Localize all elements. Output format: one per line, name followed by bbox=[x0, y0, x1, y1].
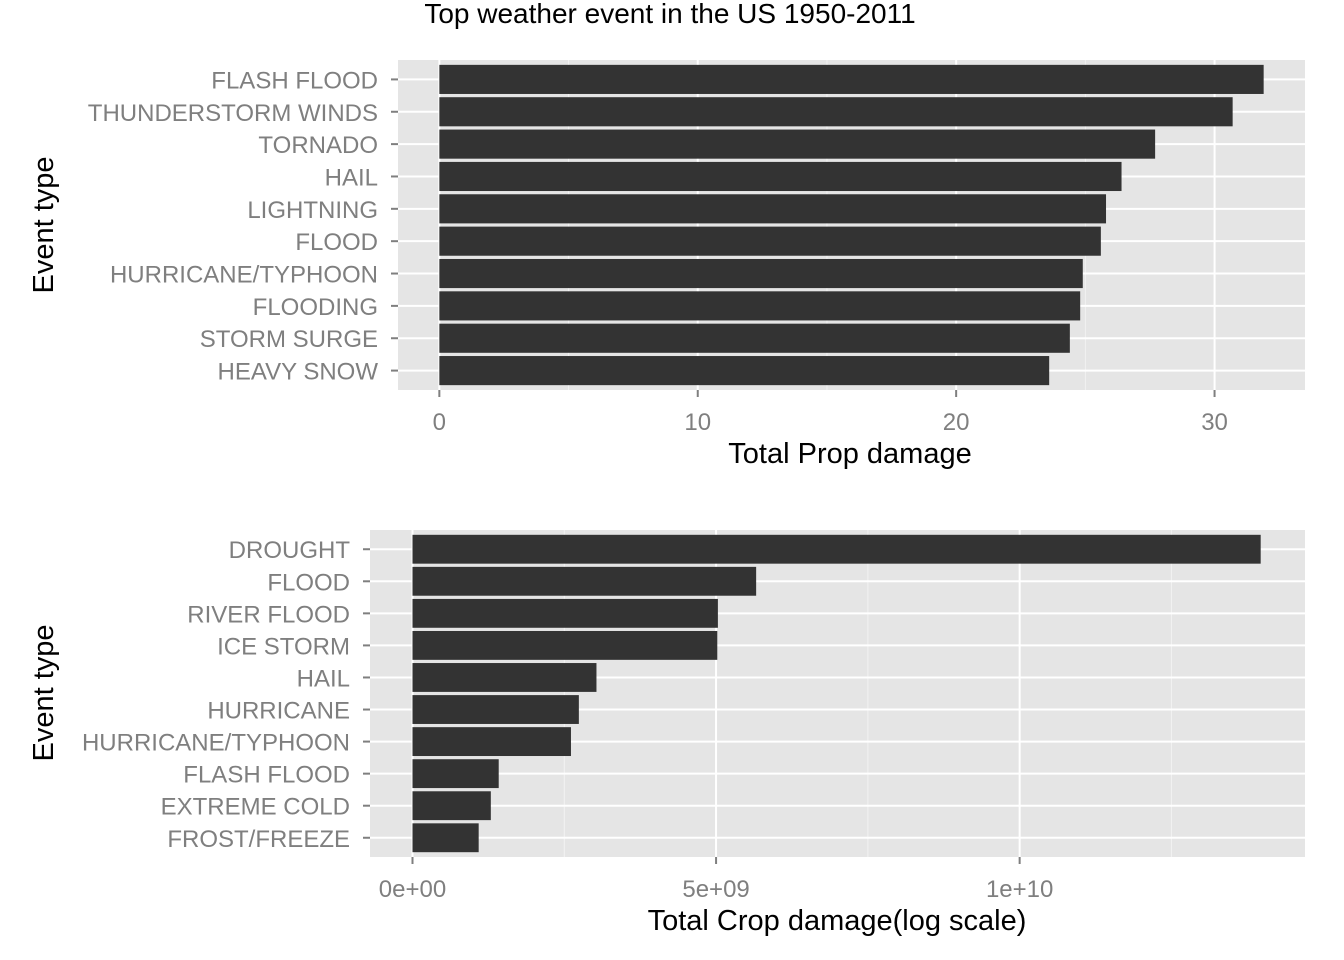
y-tick-label: HURRICANE/TYPHOON bbox=[110, 262, 378, 289]
y-tick-label: HURRICANE bbox=[207, 698, 350, 725]
chart-title: Top weather event in the US 1950-2011 bbox=[424, 0, 915, 29]
y-tick-label: HURRICANE/TYPHOON bbox=[82, 730, 350, 757]
bar bbox=[439, 356, 1050, 386]
y-tick-label: HAIL bbox=[297, 665, 350, 692]
y-tick-label: LIGHTNING bbox=[247, 197, 378, 224]
crop-damage-bars bbox=[412, 534, 1261, 853]
prop-damage-x-axis: 0 10 20 30 bbox=[433, 390, 1228, 436]
x-tick-label: 0e+00 bbox=[379, 876, 446, 903]
crop-damage-x-axis: 0e+00 5e+09 1e+10 bbox=[379, 857, 1053, 903]
y-tick-label: FLOOD bbox=[295, 229, 378, 256]
bar bbox=[412, 534, 1261, 564]
crop-damage-chart: DROUGHT FLOOD RIVER FLOOD ICE STORM HAIL HURR… bbox=[28, 530, 1305, 937]
y-tick-label: FLASH FLOOD bbox=[211, 67, 378, 94]
prop-damage-chart: FLASH FLOOD THUNDERSTORM WINDS TORNADO HAIL… bbox=[28, 60, 1305, 470]
y-tick-label: ICE STORM bbox=[217, 633, 350, 660]
bar bbox=[439, 258, 1083, 289]
y-tick-label: EXTREME COLD bbox=[161, 794, 350, 821]
y-tick-label: THUNDERSTORM WINDS bbox=[88, 100, 378, 127]
y-tick-label: FLASH FLOOD bbox=[183, 762, 350, 789]
y-tick-label: HEAVY SNOW bbox=[218, 359, 379, 386]
bar bbox=[439, 194, 1107, 224]
x-tick-label: 20 bbox=[943, 409, 970, 436]
x-tick-label: 1e+10 bbox=[986, 876, 1053, 903]
bar bbox=[412, 630, 718, 660]
y-tick-label: FROST/FREEZE bbox=[167, 826, 350, 853]
y-tick-label: TORNADO bbox=[258, 132, 378, 159]
bar bbox=[439, 323, 1070, 353]
bar bbox=[439, 64, 1264, 94]
bar bbox=[439, 291, 1081, 321]
x-tick-label: 30 bbox=[1201, 409, 1228, 436]
y-tick-label: DROUGHT bbox=[229, 537, 351, 564]
y-tick-label: FLOODING bbox=[253, 294, 378, 321]
y-tick-label: STORM SURGE bbox=[200, 326, 378, 353]
prop-damage-y-axis-title: Event type bbox=[28, 156, 60, 293]
bar bbox=[412, 791, 491, 821]
bar bbox=[412, 823, 479, 853]
bar bbox=[412, 759, 499, 789]
x-tick-label: 5e+09 bbox=[682, 876, 749, 903]
bar bbox=[412, 663, 597, 692]
x-tick-label: 0 bbox=[433, 409, 446, 436]
bar bbox=[439, 161, 1122, 192]
prop-damage-bars bbox=[439, 64, 1264, 386]
crop-damage-x-axis-title: Total Crop damage(log scale) bbox=[648, 905, 1027, 937]
bar bbox=[412, 695, 579, 724]
y-tick-label: FLOOD bbox=[267, 569, 350, 596]
bar bbox=[439, 226, 1101, 256]
prop-damage-y-axis: FLASH FLOOD THUNDERSTORM WINDS TORNADO HAIL… bbox=[88, 67, 398, 386]
y-tick-label: RIVER FLOOD bbox=[187, 601, 350, 628]
x-tick-label: 10 bbox=[684, 409, 711, 436]
crop-damage-y-axis-title: Event type bbox=[28, 624, 60, 761]
bar bbox=[439, 129, 1156, 159]
bar bbox=[412, 566, 757, 596]
bar bbox=[439, 97, 1233, 127]
prop-damage-x-axis-title: Total Prop damage bbox=[728, 438, 971, 470]
bar bbox=[412, 598, 718, 628]
bar bbox=[412, 727, 571, 757]
crop-damage-y-axis: DROUGHT FLOOD RIVER FLOOD ICE STORM HAIL HURR… bbox=[82, 537, 370, 853]
y-tick-label: HAIL bbox=[325, 164, 378, 191]
